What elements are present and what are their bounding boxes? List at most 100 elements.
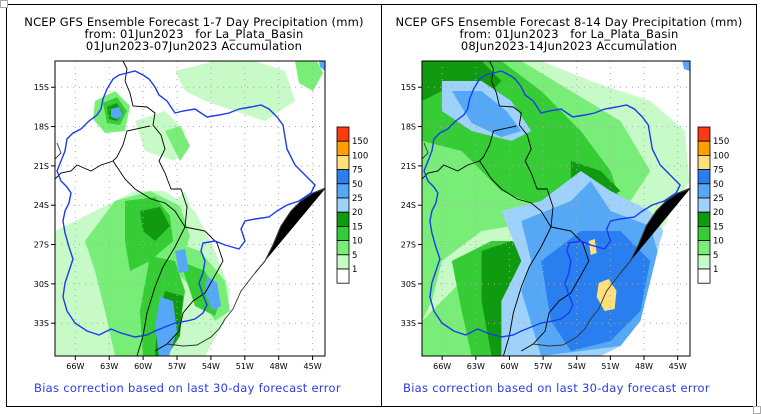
colorbar-label: 10 <box>352 237 363 247</box>
precip-map-week1: 15S 18S 21S 24S 27S 30S 33S 66W 63W 60W 57W 54W 51W 4… <box>34 60 368 371</box>
colorbar-swatch <box>336 254 350 270</box>
lat-tick-label: 21S <box>34 162 49 171</box>
precip-contour <box>175 61 295 121</box>
colorbar-label: 25 <box>713 194 724 204</box>
precip-contour <box>541 231 651 351</box>
lon-tick-label: 66W <box>66 362 84 371</box>
colorbar-swatch <box>336 240 350 256</box>
border-paraguay-argentina <box>479 160 552 228</box>
colorbar-swatch <box>697 197 711 213</box>
coastline-east <box>533 187 690 347</box>
colorbar-label: 150 <box>713 137 729 147</box>
border-bolivia-paraguay <box>422 125 517 180</box>
panel-week2: NCEP GFS Ensemble Forecast 8-14 Day Prec… <box>381 4 757 407</box>
title-line3: 08Jun2023-14Jun2023 Accumulation <box>460 39 678 53</box>
border-paraguay-argentina <box>112 160 186 228</box>
title-line3: 01Jun2023-07Jun2023 Accumulation <box>85 39 303 53</box>
precip-contour <box>588 239 597 255</box>
lat-tick-label: 18S <box>401 123 416 132</box>
lat-tick-label: 33S <box>401 319 416 328</box>
lon-tick-label: 63W <box>100 362 118 371</box>
title-line1: NCEP GFS Ensemble Forecast 8-14 Day Prec… <box>395 15 743 29</box>
colorbar-swatch <box>336 126 350 142</box>
lat-tick-label: 30S <box>34 280 49 289</box>
lon-tick-label: 60W <box>500 362 518 371</box>
lat-tick-label: 15S <box>401 83 416 92</box>
colorbar-label: 100 <box>713 151 729 161</box>
colorbar-swatch <box>697 225 711 241</box>
coastline <box>55 142 325 347</box>
border-bolivia-brazil <box>489 61 538 190</box>
precip-field <box>55 61 325 356</box>
lon-tick-label: 63W <box>467 362 485 371</box>
precip-contour <box>140 207 170 241</box>
border-uruguay <box>521 226 590 352</box>
colorbar-swatch <box>336 268 350 284</box>
la-plata-basin-outline <box>423 70 681 338</box>
lon-tick-label: 54W <box>568 362 586 371</box>
coastline-west <box>422 142 429 160</box>
precip-field <box>422 61 690 356</box>
map-frame <box>54 60 326 357</box>
border-bolivia-brazil <box>122 61 172 190</box>
lat-tick-label: 15S <box>34 83 49 92</box>
la-plata-basin-outline <box>56 70 316 338</box>
colorbar-swatch <box>697 268 711 284</box>
precip-contour <box>600 181 690 356</box>
lat-tick-label: 27S <box>401 241 416 250</box>
colorbar-label: 100 <box>352 151 368 161</box>
colorbar-swatch <box>336 183 350 199</box>
precip-contour <box>682 61 690 71</box>
lon-tick-label: 51W <box>601 362 619 371</box>
precip-contour <box>165 126 190 161</box>
border-argentina-brazil-uruguay <box>502 188 554 356</box>
lat-tick-label: 18S <box>34 123 49 132</box>
colorbar-label: 15 <box>713 222 724 232</box>
title-line2: from: 01Jun2023 for La_Plata_Basin <box>84 27 304 41</box>
lon-tick-label: 51W <box>236 362 254 371</box>
lon-tick-label: 45W <box>669 362 687 371</box>
colorbar-swatch <box>697 211 711 227</box>
corner-marker <box>753 406 761 414</box>
coastline-west <box>55 142 62 160</box>
lon-tick-label: 66W <box>433 362 451 371</box>
map-frame <box>421 60 691 357</box>
corner-marker <box>0 0 8 8</box>
lon-tick-label: 54W <box>202 362 220 371</box>
country-borders <box>422 61 590 356</box>
colorbar-swatch <box>697 126 711 142</box>
colorbar-label: 15 <box>352 222 363 232</box>
lon-tick-label: 60W <box>134 362 152 371</box>
colorbar-label: 1 <box>352 265 357 275</box>
lon-tick-label: 48W <box>635 362 653 371</box>
border-uruguay <box>154 226 224 352</box>
colorbar-swatch <box>697 154 711 170</box>
coastline-east <box>166 187 325 347</box>
colorbar-label: 50 <box>713 180 724 190</box>
colorbar-swatch <box>697 140 711 156</box>
country-borders <box>55 61 224 356</box>
precip-contour <box>205 276 221 311</box>
lon-tick-label: 57W <box>168 362 186 371</box>
coastline <box>422 142 690 347</box>
colorbar-label: 10 <box>713 237 724 247</box>
colorbar-label: 5 <box>713 251 718 261</box>
colorbar-label: 50 <box>352 180 363 190</box>
colorbar-swatch <box>336 154 350 170</box>
lat-tick-label: 27S <box>34 241 49 250</box>
panel-week1: NCEP GFS Ensemble Forecast 1-7 Day Preci… <box>6 4 382 407</box>
lon-tick-label: 45W <box>304 362 322 371</box>
lat-tick-label: 24S <box>401 201 416 210</box>
lat-tick-label: 21S <box>401 162 416 171</box>
colorbar-swatch <box>336 140 350 156</box>
precip-map-week2: 15S 18S 21S 24S 27S 30S 33S 66W 63W 60W 57W 54W 51W 4… <box>401 60 729 371</box>
colorbar-label: 20 <box>352 208 363 218</box>
colorbar-label: 150 <box>352 137 368 147</box>
lat-tick-label: 33S <box>34 319 49 328</box>
lat-tick-label: 30S <box>401 280 416 289</box>
colorbar: 150 100 75 50 25 20 15 10 5 1 <box>697 126 729 284</box>
colorbar-swatch <box>336 169 350 185</box>
colorbar-swatch <box>697 183 711 199</box>
lon-tick-label: 48W <box>270 362 288 371</box>
title-line1: NCEP GFS Ensemble Forecast 1-7 Day Preci… <box>24 15 364 29</box>
